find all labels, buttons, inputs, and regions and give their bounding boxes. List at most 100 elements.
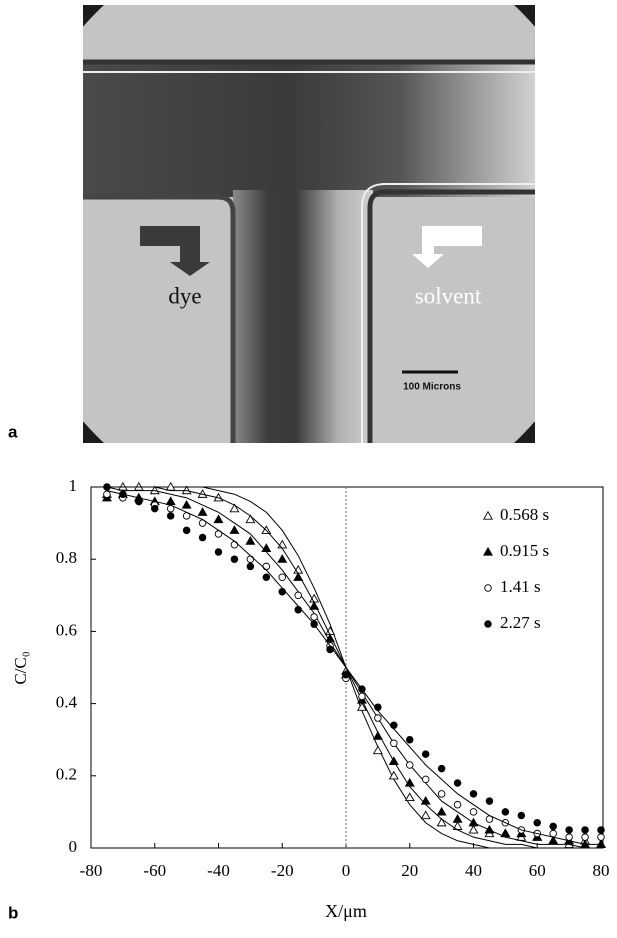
data-point	[103, 483, 111, 491]
data-point	[388, 770, 399, 780]
data-point	[549, 829, 557, 838]
data-point	[182, 526, 191, 535]
data-point	[388, 756, 399, 765]
data-point	[230, 555, 239, 563]
legend-marker	[483, 510, 493, 520]
fit-line	[106, 486, 601, 849]
solvent-label: solvent	[415, 283, 482, 308]
data-point	[277, 539, 288, 549]
panel-label: a	[8, 422, 18, 441]
data-point	[358, 692, 366, 701]
x-tick-label: 20	[401, 861, 418, 880]
data-point	[166, 512, 175, 520]
legend-marker	[483, 546, 493, 556]
data-point	[261, 543, 272, 552]
data-point	[181, 499, 192, 509]
data-point	[310, 613, 318, 621]
data-point	[246, 562, 255, 571]
x-tick-label: 0	[342, 861, 351, 880]
data-point	[325, 633, 336, 643]
data-point	[420, 810, 431, 820]
data-point	[468, 824, 479, 834]
data-point	[581, 826, 589, 834]
data-point	[565, 833, 573, 841]
data-point	[198, 533, 207, 542]
legend-marker	[484, 584, 492, 592]
data-point	[390, 739, 398, 748]
data-point	[549, 822, 557, 831]
fit-line	[106, 486, 601, 849]
data-point	[103, 490, 111, 498]
data-point	[533, 818, 542, 827]
data-point	[374, 714, 382, 722]
y-tick-label: 0.6	[56, 620, 77, 639]
data-point	[404, 792, 415, 802]
legend-label: 2.27 s	[500, 613, 541, 632]
data-point	[421, 775, 430, 784]
data-point	[596, 839, 606, 848]
fit-line	[106, 490, 601, 845]
data-point	[213, 514, 224, 524]
x-tick-label: -40	[207, 861, 230, 880]
data-point	[565, 826, 573, 834]
data-point	[294, 591, 302, 600]
data-point	[406, 735, 414, 744]
data-point	[501, 808, 510, 816]
x-tick-label: -60	[143, 861, 166, 880]
data-point	[436, 806, 447, 816]
data-point	[437, 790, 446, 798]
data-point	[245, 514, 256, 524]
plot-frame	[90, 486, 604, 849]
data-point	[420, 795, 431, 805]
data-point	[150, 504, 159, 513]
y-tick-label: 0.4	[56, 693, 78, 712]
data-point	[278, 573, 287, 582]
y-tick-label: 0.8	[56, 548, 77, 567]
fit-line	[106, 486, 601, 849]
x-tick-label: -80	[80, 861, 103, 880]
data-point	[310, 620, 318, 628]
data-point	[117, 481, 128, 491]
data-point	[453, 779, 462, 787]
data-point	[277, 554, 288, 563]
data-point	[135, 497, 143, 506]
data-point	[197, 507, 208, 516]
y-tick-label: 0	[69, 837, 78, 856]
y-axis-label: C/C₀	[11, 651, 30, 684]
data-point	[309, 601, 320, 610]
legend-marker	[484, 620, 492, 628]
data-point	[517, 811, 526, 820]
data-point	[133, 481, 144, 491]
data-point	[581, 833, 589, 841]
data-point	[421, 750, 430, 758]
data-point	[119, 490, 127, 498]
data-point	[437, 764, 446, 773]
data-point	[356, 702, 367, 711]
data-point	[372, 745, 383, 755]
panel-label: b	[8, 903, 18, 922]
data-point	[374, 703, 382, 711]
x-tick-label: 80	[593, 861, 610, 880]
data-point	[372, 730, 383, 740]
scale-bar-label: 100 Microns	[403, 382, 461, 393]
data-point	[262, 562, 271, 571]
y-tick-label: 0.2	[56, 765, 77, 784]
y-tick-label: 1	[69, 476, 78, 495]
data-point	[406, 761, 414, 769]
x-axis-label: X/μm	[325, 901, 367, 921]
data-point	[181, 485, 192, 495]
data-point	[245, 536, 256, 545]
data-point	[597, 833, 605, 841]
data-point	[326, 645, 334, 654]
data-point	[230, 541, 239, 549]
data-point	[246, 555, 255, 563]
micrograph	[83, 5, 535, 443]
x-tick-label: -20	[271, 861, 294, 880]
legend-label: 0.568 s	[500, 505, 549, 524]
plot: -80 -60 -40 -20 0 20 40 60 80 0 0.2 0.4 0.6 0.8 1 0.568…	[56, 476, 610, 880]
data-point	[436, 817, 447, 827]
data-point	[278, 587, 287, 596]
data-point	[404, 777, 415, 787]
data-point	[469, 808, 478, 816]
